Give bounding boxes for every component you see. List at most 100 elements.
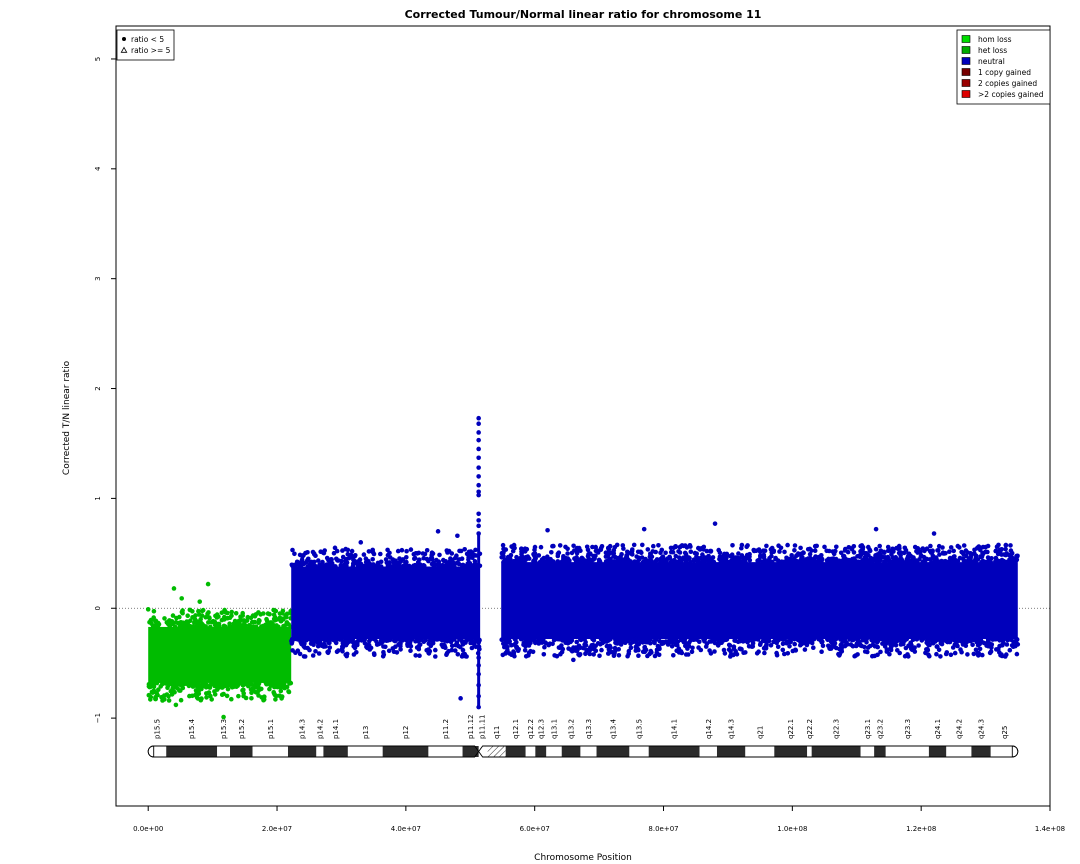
data-point	[864, 636, 869, 642]
data-point	[259, 686, 264, 692]
data-point	[593, 648, 599, 654]
data-point	[975, 642, 981, 648]
x-tick-label: 0.0e+00	[133, 825, 163, 833]
data-point	[156, 621, 162, 627]
data-point	[628, 645, 634, 651]
legend-swatch	[961, 79, 971, 87]
data-point	[582, 642, 587, 648]
data-point	[812, 548, 818, 553]
x-tick-label: 8.0e+07	[648, 825, 678, 833]
data-point	[212, 622, 218, 628]
data-point	[712, 649, 717, 654]
data-point	[371, 651, 377, 656]
data-point	[158, 684, 163, 689]
band-q24.1	[928, 746, 947, 757]
data-point	[221, 623, 227, 629]
data-point	[764, 543, 769, 549]
data-point	[934, 651, 939, 657]
band-q12.2	[525, 746, 536, 757]
data-point	[198, 616, 203, 622]
data-point	[825, 636, 830, 642]
data-point	[456, 557, 462, 562]
data-point	[594, 548, 600, 553]
data-point	[915, 546, 920, 551]
data-point	[233, 611, 239, 616]
data-point	[435, 529, 441, 534]
data-point	[989, 645, 994, 650]
data-point	[234, 680, 240, 686]
data-point	[623, 640, 628, 645]
data-point	[577, 557, 583, 562]
data-point	[619, 636, 625, 642]
data-point	[316, 558, 321, 563]
data-point	[679, 559, 684, 564]
data-point	[698, 647, 704, 653]
segment-core	[148, 626, 292, 683]
data-point	[764, 559, 770, 565]
data-point	[255, 690, 260, 695]
data-point	[327, 645, 333, 650]
data-point	[961, 543, 967, 548]
data-point	[460, 562, 466, 568]
data-point	[559, 643, 564, 648]
data-point	[187, 607, 193, 613]
data-point	[205, 581, 211, 587]
data-point	[747, 551, 752, 557]
data-point	[335, 558, 340, 563]
data-point	[668, 637, 673, 642]
segment-core	[501, 562, 1018, 640]
band-q11	[487, 746, 506, 757]
data-point	[678, 544, 683, 549]
data-point	[595, 641, 601, 646]
data-point	[476, 415, 481, 421]
data-point	[884, 649, 890, 654]
data-point	[779, 559, 784, 564]
data-point	[885, 554, 891, 560]
data-point	[640, 542, 645, 548]
data-point	[980, 551, 986, 557]
data-point	[939, 558, 944, 564]
data-point	[777, 549, 782, 554]
data-point	[331, 550, 337, 556]
data-point	[339, 564, 345, 569]
data-point	[951, 548, 956, 554]
y-tick-label: 1	[94, 496, 102, 500]
data-point	[301, 654, 307, 659]
data-point	[469, 645, 475, 651]
data-point	[712, 521, 718, 526]
data-point	[272, 617, 278, 623]
band-label: q12.3	[537, 719, 545, 739]
x-tick-label: 1.2e+08	[906, 825, 936, 833]
data-point	[416, 550, 422, 556]
data-point	[198, 620, 204, 625]
data-point	[672, 557, 677, 563]
plot-area	[116, 415, 1050, 720]
data-point	[530, 636, 535, 642]
data-point	[922, 559, 928, 564]
data-point	[272, 684, 277, 690]
data-point	[241, 691, 246, 696]
segment-cloud-neutral	[289, 546, 483, 659]
data-point	[692, 550, 698, 556]
band-q13.3	[580, 746, 597, 757]
y-tick-label: 4	[94, 166, 102, 171]
band-q23.3	[885, 746, 929, 757]
data-point	[198, 623, 204, 629]
data-point	[532, 544, 538, 550]
data-point	[429, 552, 435, 558]
data-point	[395, 548, 401, 554]
band-label: q12.1	[512, 719, 520, 739]
data-point	[177, 680, 183, 686]
data-point	[468, 549, 474, 554]
data-point	[761, 554, 767, 559]
data-point	[446, 648, 451, 654]
data-point	[792, 636, 797, 642]
data-point	[305, 550, 310, 555]
data-point	[212, 680, 218, 686]
y-axis-label: Corrected T/N linear ratio	[62, 360, 72, 475]
band-label: q24.3	[978, 719, 986, 739]
data-point	[774, 650, 779, 656]
data-point	[476, 437, 481, 443]
data-point	[885, 544, 891, 550]
band-label: q11	[493, 726, 501, 739]
